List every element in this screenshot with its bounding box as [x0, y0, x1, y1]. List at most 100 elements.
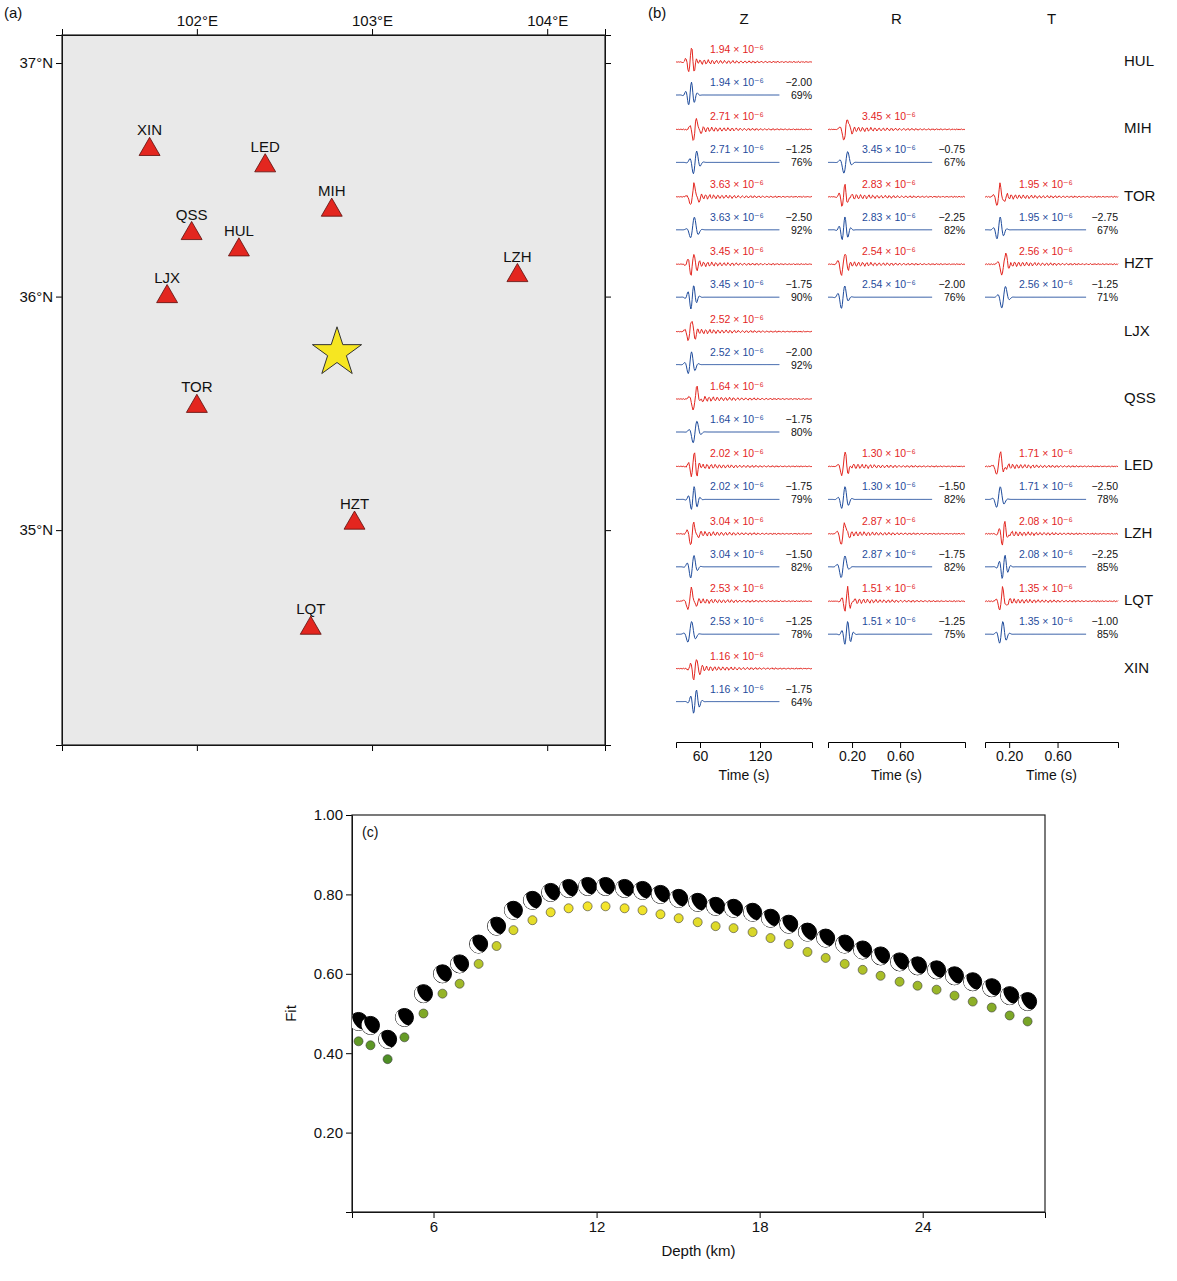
beachball-quadrant	[979, 980, 997, 1000]
beachball	[795, 923, 817, 945]
beachball	[466, 935, 488, 957]
amplitude-label: 1.30 × 10⁻⁶	[862, 447, 916, 459]
fit-label: 64%	[791, 696, 812, 708]
beachball-quadrant	[648, 887, 666, 907]
amplitude-label: 2.54 × 10⁻⁶	[862, 278, 916, 290]
beachball	[758, 909, 780, 931]
axis	[605, 36, 611, 746]
axis: 0.200.60	[829, 742, 966, 764]
axis: 35°N36°N37°N	[19, 36, 62, 746]
point	[803, 947, 812, 956]
axis: 0.200.400.600.801.00	[314, 806, 353, 1212]
point	[656, 910, 665, 919]
station	[139, 137, 160, 155]
beachball-quadrant	[392, 1010, 410, 1030]
map-panel: 102°E103°E104°E35°N36°N37°NXINLEDMIHQSSH…	[19, 12, 611, 751]
beachball	[593, 877, 615, 899]
station-name: LJX	[1124, 322, 1150, 339]
fit-label: 82%	[944, 493, 965, 505]
station	[344, 511, 365, 529]
point	[876, 971, 885, 980]
station-label: LED	[251, 138, 280, 155]
tick	[547, 745, 548, 751]
fit-label: 76%	[791, 156, 812, 168]
beachball-quadrant	[484, 919, 502, 939]
amplitude-label: 2.08 × 10⁻⁶	[1019, 548, 1073, 560]
beachball-quadrant	[575, 879, 593, 899]
beachball-quadrant	[556, 881, 574, 901]
station-name: HUL	[1124, 52, 1154, 69]
shift-label: −2.00	[785, 76, 812, 88]
tick-mark	[197, 29, 198, 35]
epicenter	[312, 327, 361, 374]
fit-label: 85%	[1097, 561, 1118, 573]
tick-label: 0.20	[314, 1124, 343, 1141]
amplitude-label: 2.52 × 10⁻⁶	[710, 346, 764, 358]
beachball	[648, 885, 670, 907]
fit-label: 76%	[944, 291, 965, 303]
point	[766, 934, 775, 943]
amplitude-label: 1.71 × 10⁻⁶	[1019, 480, 1073, 492]
station-name: LED	[1124, 456, 1153, 473]
axis: 102°E103°E104°E	[63, 12, 606, 36]
shift-label: −1.25	[938, 615, 965, 627]
beachball-quadrant	[942, 968, 960, 988]
tick: 120	[749, 742, 773, 764]
beachball	[375, 1030, 397, 1052]
column-title: T	[1047, 10, 1056, 27]
tick-label: 36°N	[19, 288, 53, 305]
beachball	[905, 957, 927, 979]
tick-label: 102°E	[177, 12, 218, 29]
point	[729, 924, 738, 933]
shift-label: −1.50	[785, 548, 812, 560]
plot-frame	[352, 815, 1045, 1212]
tick: 6	[430, 1212, 438, 1235]
amplitude-label: 3.45 × 10⁻⁶	[710, 245, 764, 257]
tick-mark	[346, 1133, 352, 1134]
beachball-quadrant	[832, 937, 850, 957]
point	[528, 916, 537, 925]
beachball-quadrant	[358, 1018, 376, 1038]
beachball	[832, 935, 854, 957]
point	[932, 985, 941, 994]
point	[455, 979, 464, 988]
shift-label: −1.25	[1091, 278, 1118, 290]
shift-label: −2.25	[1091, 548, 1118, 560]
station-label: LQT	[296, 600, 325, 617]
point	[858, 965, 867, 974]
beachball-quadrant	[375, 1032, 393, 1052]
amplitude-label: 1.35 × 10⁻⁶	[1019, 615, 1073, 627]
column-title: Z	[739, 10, 748, 27]
tick	[605, 530, 611, 531]
point	[693, 918, 702, 927]
amplitude-label: 2.02 × 10⁻⁶	[710, 480, 764, 492]
tick-label: 24	[915, 1218, 932, 1235]
amplitude-label: 2.56 × 10⁻⁶	[1019, 245, 1073, 257]
beachball-quadrant	[997, 988, 1015, 1008]
shift-label: −1.25	[785, 143, 812, 155]
beachball-quadrant	[924, 962, 942, 982]
point	[383, 1055, 392, 1064]
beachball-quadrant	[447, 957, 465, 977]
beachball	[1015, 993, 1037, 1015]
beachball-quadrant	[612, 881, 630, 901]
tick: 102°E	[177, 12, 218, 35]
fit-label: 79%	[791, 493, 812, 505]
beachball	[813, 929, 835, 951]
tick: 0.60	[314, 965, 352, 982]
point	[546, 908, 555, 917]
amplitude-label: 2.56 × 10⁻⁶	[1019, 278, 1073, 290]
tick: 103°E	[352, 12, 393, 35]
tick: 60	[693, 742, 709, 764]
tick-mark	[372, 29, 373, 35]
tick-label: 18	[752, 1218, 769, 1235]
beachball	[520, 891, 542, 913]
beachball	[997, 987, 1019, 1009]
tick-mark	[605, 297, 611, 298]
tick: 0.60	[1044, 742, 1071, 764]
tick-label: 60	[693, 748, 709, 764]
amplitude-label: 2.02 × 10⁻⁶	[710, 447, 764, 459]
beachball-quadrant	[813, 931, 831, 951]
amplitude-label: 2.08 × 10⁻⁶	[1019, 515, 1073, 527]
station	[157, 284, 178, 302]
